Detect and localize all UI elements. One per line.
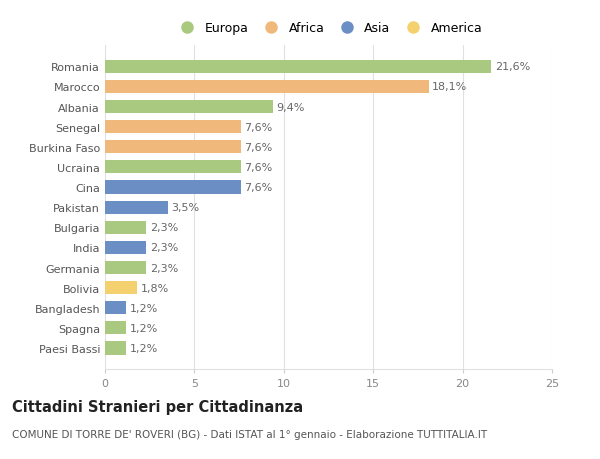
Text: 21,6%: 21,6% xyxy=(495,62,530,72)
Bar xyxy=(105,61,491,73)
Bar xyxy=(105,201,167,214)
Text: 7,6%: 7,6% xyxy=(244,123,273,132)
Bar xyxy=(105,342,127,355)
Bar xyxy=(105,101,273,114)
Text: COMUNE DI TORRE DE' ROVERI (BG) - Dati ISTAT al 1° gennaio - Elaborazione TUTTIT: COMUNE DI TORRE DE' ROVERI (BG) - Dati I… xyxy=(12,429,487,439)
Text: 7,6%: 7,6% xyxy=(244,183,273,193)
Text: 2,3%: 2,3% xyxy=(150,263,178,273)
Text: 1,2%: 1,2% xyxy=(130,303,158,313)
Bar xyxy=(105,181,241,194)
Text: 1,2%: 1,2% xyxy=(130,323,158,333)
Bar xyxy=(105,241,146,254)
Bar xyxy=(105,81,428,94)
Text: 2,3%: 2,3% xyxy=(150,223,178,233)
Bar xyxy=(105,281,137,295)
Bar xyxy=(105,302,127,314)
Text: 3,5%: 3,5% xyxy=(171,203,199,213)
Text: 18,1%: 18,1% xyxy=(432,82,467,92)
Bar xyxy=(105,121,241,134)
Text: 9,4%: 9,4% xyxy=(277,102,305,112)
Bar xyxy=(105,161,241,174)
Text: 2,3%: 2,3% xyxy=(150,243,178,253)
Bar xyxy=(105,221,146,234)
Text: 1,8%: 1,8% xyxy=(141,283,169,293)
Text: 1,2%: 1,2% xyxy=(130,343,158,353)
Bar xyxy=(105,322,127,335)
Text: Cittadini Stranieri per Cittadinanza: Cittadini Stranieri per Cittadinanza xyxy=(12,399,303,414)
Legend: Europa, Africa, Asia, America: Europa, Africa, Asia, America xyxy=(172,20,485,38)
Bar xyxy=(105,262,146,274)
Text: 7,6%: 7,6% xyxy=(244,142,273,152)
Text: 7,6%: 7,6% xyxy=(244,162,273,173)
Bar xyxy=(105,141,241,154)
